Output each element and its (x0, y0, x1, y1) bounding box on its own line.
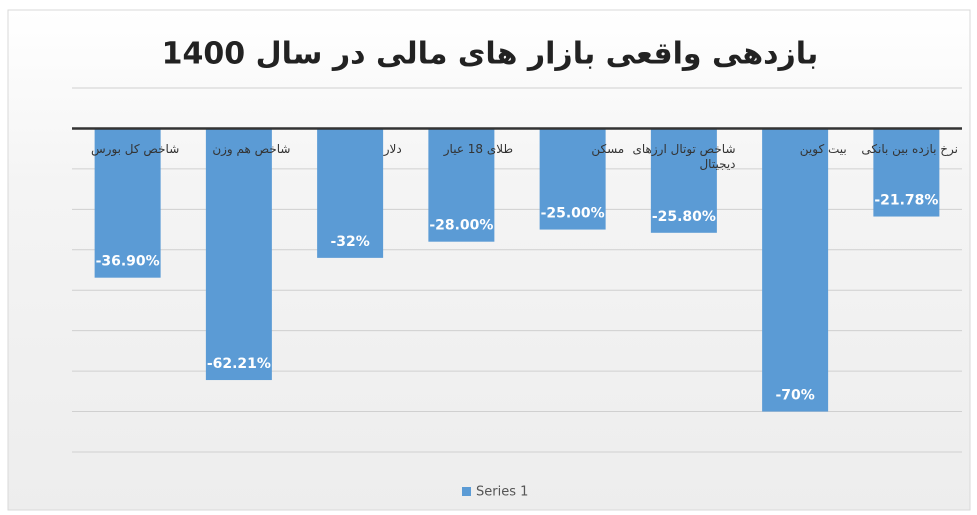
x-label-box: طلای 18 عیار (443, 142, 513, 157)
data-label: -62.21% (207, 356, 271, 372)
x-tick-label: نرخ بازده بین بانکی (861, 142, 958, 157)
bar (205, 128, 272, 381)
data-label: -25.00% (541, 206, 605, 222)
x-tick-label: شاخص کل بورس (91, 142, 180, 157)
data-label: -70% (775, 388, 814, 404)
x-label-box: شاخص هم وزن (212, 142, 291, 157)
legend-label: Series 1 (476, 485, 528, 500)
x-tick-label: مسکن (591, 142, 625, 157)
x-label-box: مسکن (591, 142, 625, 157)
data-label: -28.00% (429, 218, 493, 234)
x-label-box: شاخص توتال ارزهای دیجیتال (632, 142, 736, 172)
data-label: -25.80% (652, 209, 716, 225)
bar (428, 128, 495, 242)
data-label: -21.78% (874, 193, 938, 209)
x-label-box: نرخ بازده بین بانکی (861, 142, 958, 157)
x-label-box: شاخص کل بورس (91, 142, 180, 157)
x-tick-label: شاخص توتال ارزهای دیجیتال (632, 142, 736, 172)
bar (317, 128, 384, 258)
chart-title: بازدهی واقعی بازار های مالی در سال 1400 (162, 37, 819, 72)
bar (873, 128, 940, 217)
x-label-box: دلار (383, 142, 402, 157)
legend-swatch (462, 487, 471, 496)
bar (762, 128, 829, 412)
x-tick-label: طلای 18 عیار (443, 142, 513, 157)
data-label: -36.90% (96, 254, 160, 270)
x-label-box: بیت کوین (799, 142, 847, 157)
bar (94, 128, 161, 278)
bar (650, 128, 717, 233)
x-tick-label: دلار (383, 142, 402, 157)
x-tick-label: بیت کوین (799, 142, 847, 157)
bar (539, 128, 606, 230)
data-label: -32% (330, 234, 369, 250)
x-tick-label: شاخص هم وزن (212, 142, 291, 157)
